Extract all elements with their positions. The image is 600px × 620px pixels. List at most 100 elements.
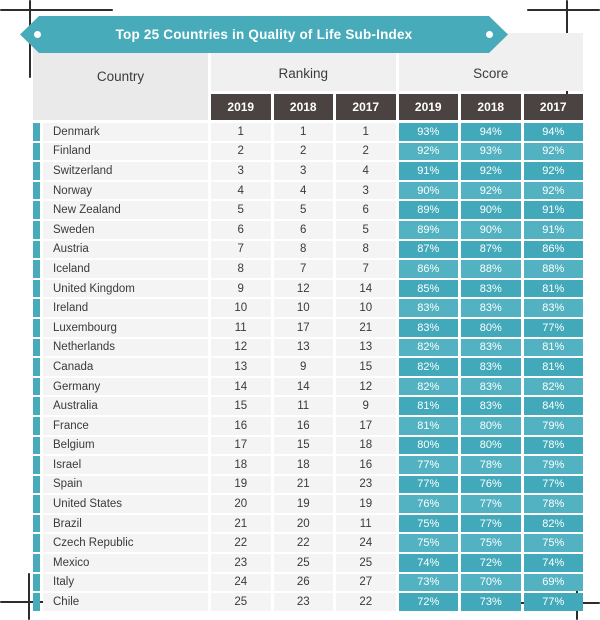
rank-2017-cell: 1 [336,123,396,141]
score-2019-cell: 81% [398,416,458,435]
row-accent-bar [33,416,40,435]
table-row: Austria 7 8 8 87% 87% 86% [33,240,583,259]
row-accent-bar [33,456,40,474]
table-body: Denmark 1 1 1 93% 94% 94% Finland 2 2 2 … [33,123,583,611]
score-2018-cell: 80% [461,318,521,337]
score-2019-cell: 76% [398,495,458,513]
score-2017-cell: 83% [523,299,583,317]
row-accent-bar [33,436,40,455]
score-2019-cell: 93% [398,123,458,141]
table-row: Chile 25 23 22 72% 73% 77% [33,593,583,611]
score-2018-cell: 83% [461,377,521,396]
score-2017-cell: 78% [523,495,583,513]
column-header-ranking-2017: 2017 [336,94,396,120]
frame-corner-mark-bottom-left-v [28,573,30,620]
row-accent-bar [33,377,40,396]
table-row: Norway 4 4 3 90% 92% 92% [33,181,583,200]
frame-corner-mark-top-left-h [0,9,113,11]
score-2019-cell: 90% [398,181,458,200]
score-2017-cell: 81% [523,358,583,376]
rank-2018-cell: 19 [273,495,333,513]
score-2018-cell: 83% [461,299,521,317]
row-accent-bar [33,299,40,317]
row-accent-bar [33,220,40,239]
rank-2018-cell: 22 [273,534,333,553]
rank-2018-cell: 10 [273,299,333,317]
score-2018-cell: 77% [461,514,521,533]
table-row: Spain 19 21 23 77% 76% 77% [33,475,583,494]
row-accent-bar [33,514,40,533]
country-cell: Netherlands [43,338,208,357]
table-row: United Kingdom 9 12 14 85% 83% 81% [33,279,583,298]
rank-2019-cell: 17 [211,436,271,455]
rank-2019-cell: 4 [211,181,271,200]
country-cell: Sweden [43,220,208,239]
table-row: Brazil 21 20 11 75% 77% 82% [33,514,583,533]
rank-2019-cell: 25 [211,593,271,611]
score-2019-cell: 85% [398,279,458,298]
column-header-ranking-2018: 2018 [273,94,333,120]
table-row: Switzerland 3 3 4 91% 92% 92% [33,162,583,180]
country-cell: Israel [43,456,208,474]
rank-2019-cell: 1 [211,123,271,141]
score-2019-cell: 77% [398,475,458,494]
score-2019-cell: 74% [398,554,458,572]
score-2017-cell: 77% [523,475,583,494]
score-2017-cell: 86% [523,240,583,259]
row-accent-bar [33,338,40,357]
rank-2018-cell: 25 [273,554,333,572]
rank-2017-cell: 5 [336,220,396,239]
rank-2018-cell: 8 [273,240,333,259]
score-2017-cell: 74% [523,554,583,572]
row-accent-bar [33,397,40,415]
rank-2017-cell: 23 [336,475,396,494]
table-row: Luxembourg 11 17 21 83% 80% 77% [33,318,583,337]
rank-2018-cell: 21 [273,475,333,494]
score-2019-cell: 83% [398,318,458,337]
row-accent-bar [33,358,40,376]
column-header-score-2017: 2017 [523,94,583,120]
row-accent-bar [33,318,40,337]
score-2017-cell: 94% [523,123,583,141]
rank-2018-cell: 9 [273,358,333,376]
rank-2017-cell: 2 [336,142,396,161]
score-2017-cell: 77% [523,593,583,611]
country-cell: United Kingdom [43,279,208,298]
score-2018-cell: 92% [461,162,521,180]
rank-2019-cell: 11 [211,318,271,337]
country-cell: Belgium [43,436,208,455]
row-accent-bar [33,495,40,513]
rank-2017-cell: 10 [336,299,396,317]
frame-corner-mark-top-right-h [527,9,600,11]
rank-2018-cell: 1 [273,123,333,141]
score-2017-cell: 91% [523,220,583,239]
rank-2017-cell: 6 [336,201,396,219]
rank-2019-cell: 21 [211,514,271,533]
rank-2017-cell: 27 [336,573,396,592]
score-2019-cell: 72% [398,593,458,611]
ribbon-dot-right-icon [486,31,493,38]
rank-2017-cell: 4 [336,162,396,180]
score-2018-cell: 83% [461,358,521,376]
score-2018-cell: 72% [461,554,521,572]
rank-2019-cell: 22 [211,534,271,553]
country-cell: Finland [43,142,208,161]
rank-2017-cell: 13 [336,338,396,357]
rank-2019-cell: 10 [211,299,271,317]
rank-2019-cell: 8 [211,260,271,278]
table-row: Belgium 17 15 18 80% 80% 78% [33,436,583,455]
rank-2018-cell: 16 [273,416,333,435]
row-accent-bar [33,240,40,259]
rank-2017-cell: 14 [336,279,396,298]
country-cell: Chile [43,593,208,611]
row-accent-bar [33,475,40,494]
rank-2017-cell: 15 [336,358,396,376]
rank-2019-cell: 20 [211,495,271,513]
column-header-ranking-2019: 2019 [211,94,271,120]
score-2018-cell: 93% [461,142,521,161]
row-accent-bar [33,162,40,180]
score-2019-cell: 75% [398,534,458,553]
score-2019-cell: 83% [398,299,458,317]
score-2017-cell: 69% [523,573,583,592]
country-cell: Mexico [43,554,208,572]
